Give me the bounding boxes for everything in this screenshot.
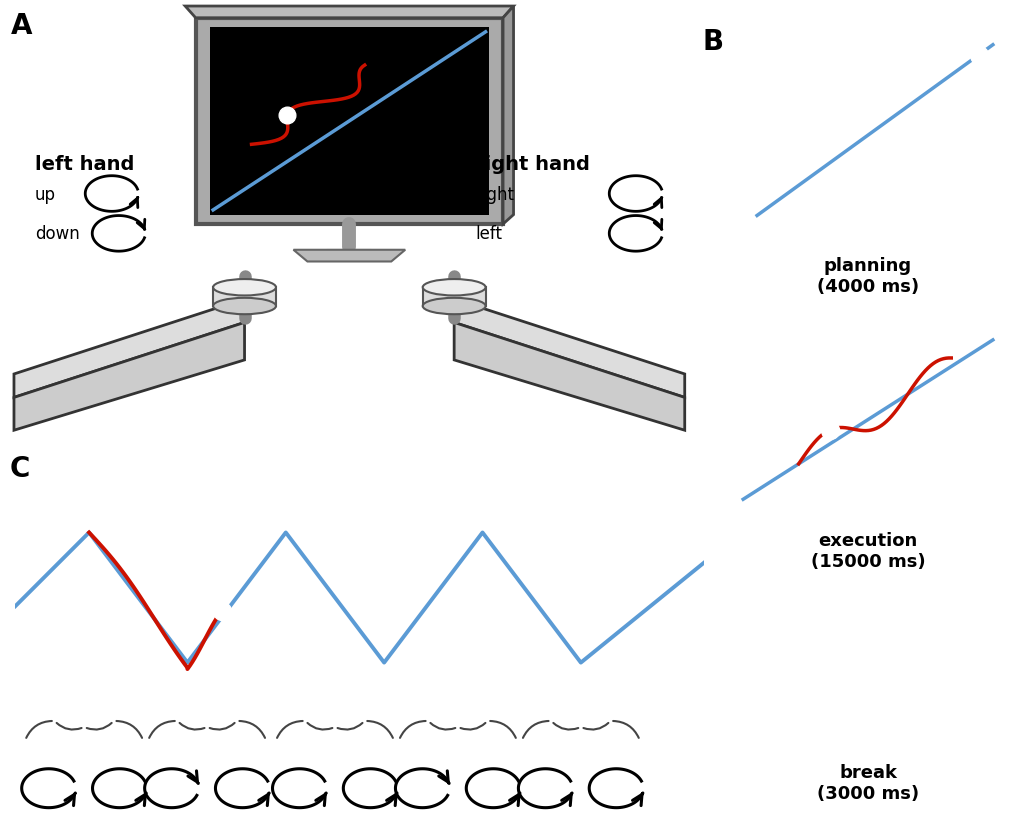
Text: left: left [475,225,501,243]
Text: break
(3000 ms): break (3000 ms) [816,763,918,802]
Text: right: right [475,186,514,203]
Polygon shape [14,323,245,431]
Text: execution
(15000 ms): execution (15000 ms) [810,532,924,570]
Polygon shape [213,288,276,307]
FancyBboxPatch shape [210,28,489,216]
Polygon shape [293,251,405,263]
Ellipse shape [422,280,485,296]
Polygon shape [185,7,513,18]
Polygon shape [502,7,513,225]
Polygon shape [453,299,684,398]
Polygon shape [422,288,485,307]
Text: up: up [35,186,56,203]
Polygon shape [14,299,245,398]
Text: left hand: left hand [35,155,135,174]
Polygon shape [453,323,684,431]
Ellipse shape [422,298,485,315]
Text: planning
(4000 ms): planning (4000 ms) [816,257,918,295]
FancyBboxPatch shape [196,18,502,225]
Text: A: A [10,12,32,39]
Ellipse shape [213,298,276,315]
Text: right hand: right hand [475,155,589,174]
Ellipse shape [213,280,276,296]
Text: C: C [9,454,30,482]
Text: down: down [35,225,79,243]
Text: B: B [702,28,723,56]
